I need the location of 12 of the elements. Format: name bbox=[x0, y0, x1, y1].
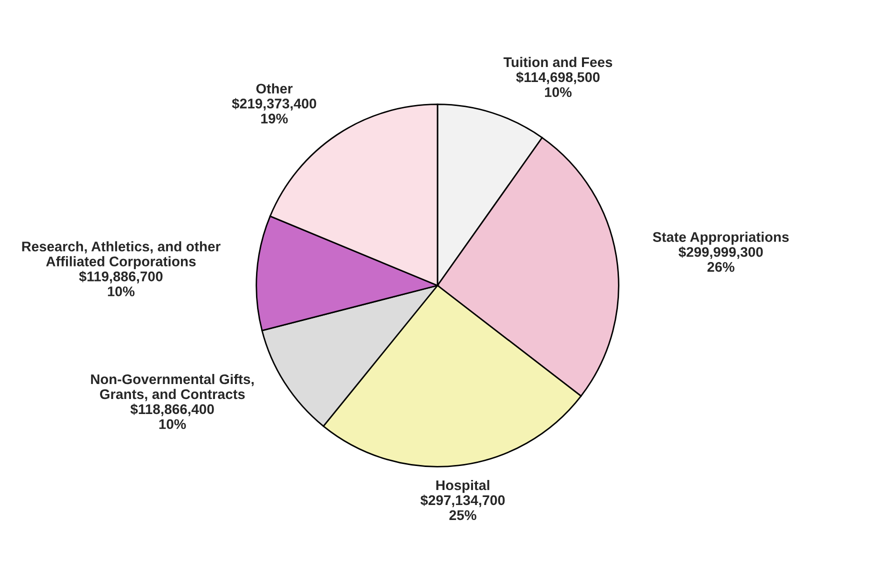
data-label: $297,134,700 25% bbox=[420, 494, 505, 520]
data-label: $299,999,300 26% bbox=[678, 246, 763, 272]
slice-label: State Appropriations bbox=[652, 232, 789, 245]
slice-label: Tuition and Fees bbox=[504, 56, 612, 68]
data-label: $118,866,400 10% bbox=[130, 404, 214, 430]
slice-label: Other bbox=[256, 83, 293, 94]
slice-label: Research, Athletics, and other Affiliated Corporations bbox=[22, 241, 220, 270]
data-label: $119,886,700 10% bbox=[79, 270, 163, 296]
data-label: $219,373,400 19% bbox=[232, 98, 316, 124]
slice-label: Hospital bbox=[436, 480, 490, 493]
slice-label: Non-Governmental Gifts, Grants, and Contracts bbox=[91, 374, 254, 402]
data-label: $114,698,500 10% bbox=[516, 72, 600, 98]
